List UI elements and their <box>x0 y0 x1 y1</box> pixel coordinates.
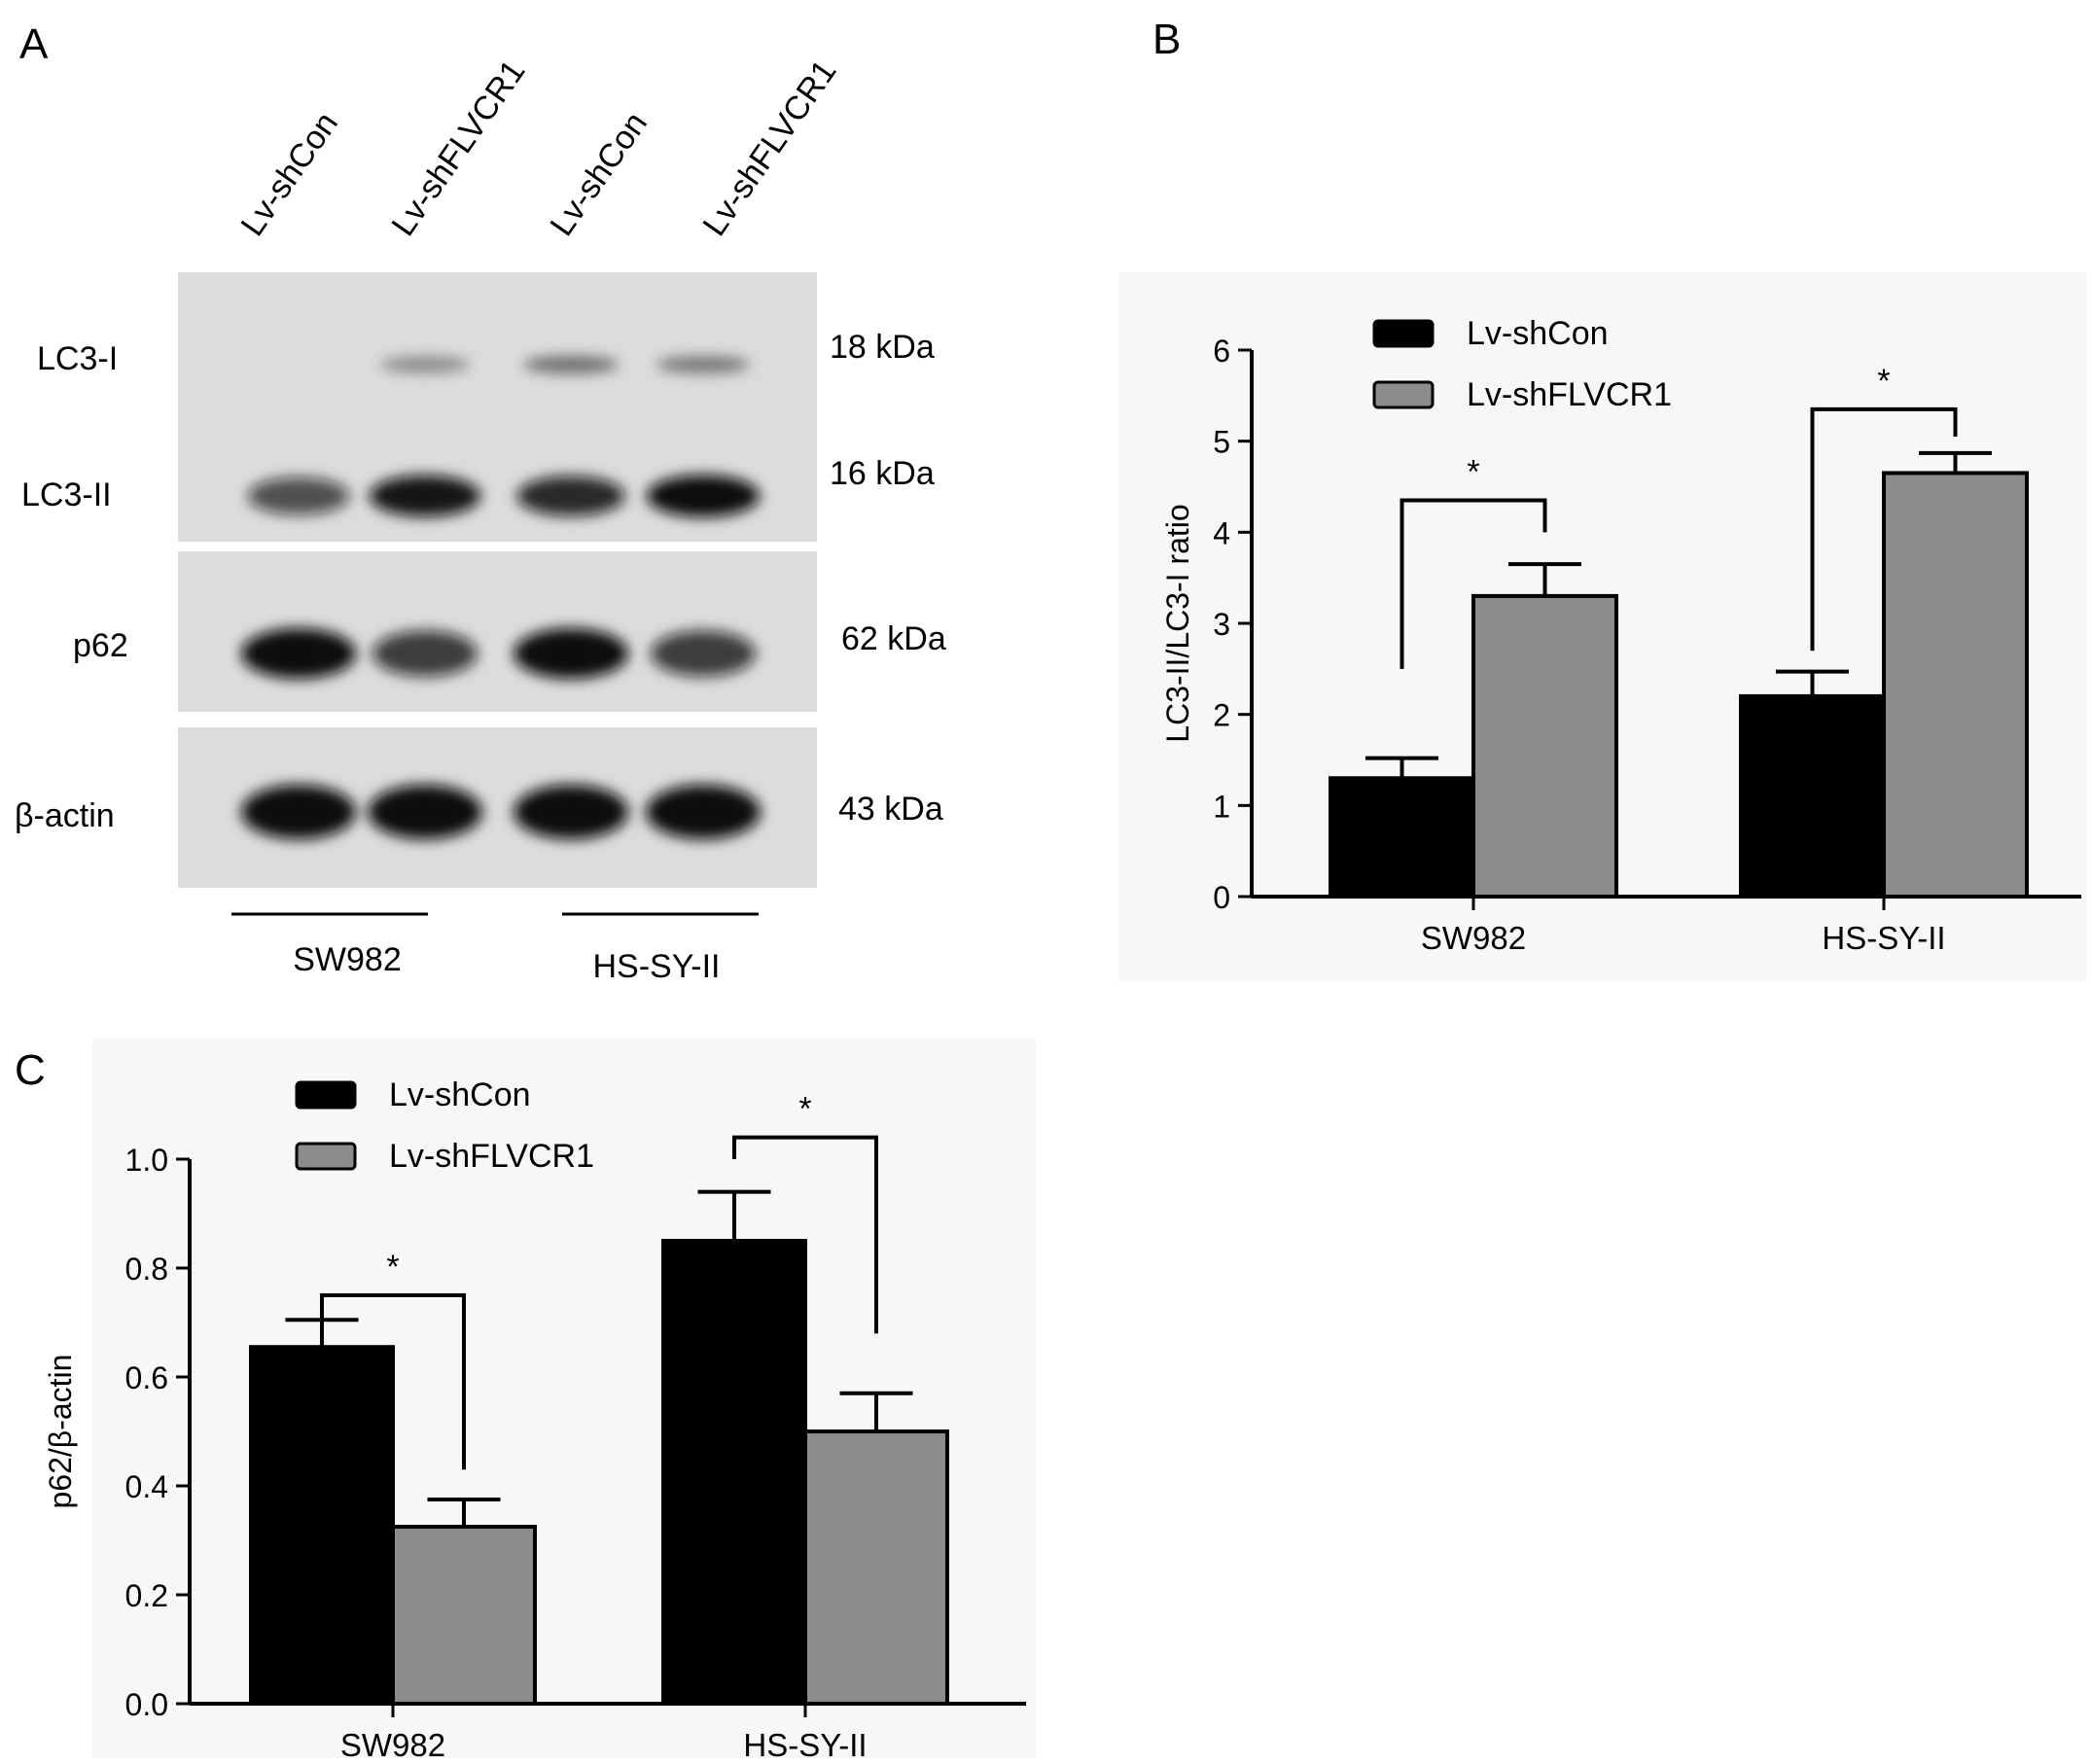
bar-lv-shflvcr1-sw982 <box>1471 593 1618 900</box>
y-tick-label: 4 <box>1213 515 1230 550</box>
blot-bands <box>241 355 761 839</box>
significance-bracket-hs-sy-ii <box>732 1135 878 1334</box>
band-p62-lane-3 <box>514 628 628 679</box>
x-tick-label-hs-sy-ii: HS-SY-II <box>1822 920 1945 956</box>
band-lc3-ii-lane-3 <box>516 476 625 516</box>
legend-label-lv-shflvcr1: Lv-shFLVCR1 <box>389 1138 594 1175</box>
protein-label-p62: p62 <box>73 627 128 664</box>
significance-star-sw982: * <box>1467 454 1479 491</box>
legend-label-lv-shflvcr1: Lv-shFLVCR1 <box>1467 376 1672 413</box>
y-tick-label: 0.2 <box>125 1578 168 1613</box>
band-lc3-i-lane-4 <box>656 356 751 373</box>
legend-swatch-lv-shcon <box>1372 319 1435 348</box>
x-tick-label-sw982: SW982 <box>340 1727 445 1763</box>
band-actin-lane-1 <box>241 785 356 839</box>
bar-lv-shflvcr1-hs-sy-ii <box>803 1429 949 1706</box>
band-p62-lane-4 <box>650 630 757 677</box>
band-actin-lane-2 <box>368 785 482 839</box>
bar-lv-shcon-sw982 <box>1329 776 1475 900</box>
y-tick-label: 2 <box>1213 698 1230 733</box>
size-label-16kda: 16 kDa <box>830 455 935 492</box>
x-tick-label-sw982: SW982 <box>1421 920 1526 956</box>
legend-label-lv-shcon: Lv-shCon <box>1467 315 1609 352</box>
y-tick-label: 1.0 <box>125 1143 168 1178</box>
significance-star-hs-sy-ii: * <box>798 1091 811 1128</box>
size-label-18kda: 18 kDa <box>830 329 935 366</box>
protein-label-lc3-ii: LC3-II <box>21 476 112 513</box>
panel-c: C 0.0 0.2 0.4 0.6 0.8 1.0 p62/β-actin SW982 * HS-… <box>15 1039 1036 1763</box>
panel-c-letter: C <box>15 1046 46 1094</box>
band-actin-lane-4 <box>646 785 761 839</box>
band-lc3-i-lane-3 <box>522 355 620 374</box>
y-tick-label: 3 <box>1213 607 1230 642</box>
lane-label-4: Lv-shFLVCR1 <box>695 53 843 243</box>
legend-swatch-lv-shcon <box>295 1080 357 1110</box>
y-tick-label: 0.0 <box>125 1687 168 1722</box>
lane-label-1: Lv-shCon <box>233 106 345 243</box>
protein-label-lc3-i: LC3-I <box>37 340 118 377</box>
y-axis-label: p62/β-actin <box>43 1355 78 1509</box>
band-p62-lane-1 <box>241 628 356 679</box>
chart-c: 0.0 0.2 0.4 0.6 0.8 1.0 p62/β-actin SW982 * HS-SY… <box>43 1076 1026 1763</box>
size-label-43kda: 43 kDa <box>838 791 943 828</box>
bar-lv-shflvcr1-sw982 <box>391 1525 537 1706</box>
legend-label-lv-shcon: Lv-shCon <box>389 1076 531 1113</box>
band-lc3-i-lane-2 <box>379 356 471 373</box>
y-tick-label: 1 <box>1213 789 1230 824</box>
bar-lv-shcon-hs-sy-ii <box>661 1239 807 1706</box>
bar-lv-shflvcr1-hs-sy-ii <box>1882 471 2029 899</box>
protein-labels: LC3-I LC3-II p62 β-actin <box>15 340 128 834</box>
group-label-hs-sy-ii: HS-SY-II <box>592 948 720 985</box>
x-tick-label-hs-sy-ii: HS-SY-II <box>743 1727 867 1763</box>
significance-bracket-sw982 <box>1400 498 1547 669</box>
panel-b-letter: B <box>1152 16 1181 63</box>
band-lc3-ii-lane-1 <box>247 476 350 515</box>
band-p62-lane-2 <box>372 630 478 677</box>
y-tick-label: 6 <box>1213 334 1230 369</box>
protein-label-beta-actin: β-actin <box>15 797 115 834</box>
y-tick-label: 0.4 <box>125 1469 168 1504</box>
bar-lv-shcon-hs-sy-ii <box>1739 693 1886 900</box>
significance-star-sw982: * <box>386 1249 399 1286</box>
chart-b: 0 1 2 3 4 5 6 LC3-II/LC3-I ratio SW982 * HS-SY-II *… <box>1160 315 2081 956</box>
y-tick-label: 5 <box>1213 425 1230 460</box>
band-lc3-ii-lane-4 <box>646 475 761 517</box>
significance-bracket-hs-sy-ii <box>1810 406 1958 652</box>
legend-swatch-lv-shflvcr1 <box>295 1142 357 1171</box>
y-tick-label: 0 <box>1213 880 1230 915</box>
bar-lv-shcon-sw982 <box>249 1345 395 1706</box>
band-lc3-ii-lane-2 <box>369 475 481 517</box>
size-labels: 18 kDa 16 kDa 62 kDa 43 kDa <box>830 329 946 828</box>
y-tick-label: 0.6 <box>125 1360 168 1395</box>
legend-swatch-lv-shflvcr1 <box>1372 380 1435 409</box>
y-tick-label: 0.8 <box>125 1252 168 1287</box>
panel-b: B 0 1 2 3 4 5 6 LC3-II/LC3-I ratio SW982 * HS-SY-I… <box>1118 16 2086 982</box>
lane-labels: Lv-shCon Lv-shFLVCR1 Lv-shCon Lv-shFLVCR… <box>233 53 843 243</box>
significance-star-hs-sy-ii: * <box>1877 363 1890 400</box>
panel-a: A Lv-shCon Lv-shFLVCR1 Lv-shCon Lv-shFLV… <box>15 20 946 985</box>
y-axis-label: LC3-II/LC3-I ratio <box>1160 504 1195 742</box>
group-label-sw982: SW982 <box>293 941 402 978</box>
panel-a-letter: A <box>19 20 49 68</box>
lane-label-2: Lv-shFLVCR1 <box>384 53 532 243</box>
size-label-62kda: 62 kDa <box>841 620 946 657</box>
band-actin-lane-3 <box>514 785 628 839</box>
lane-label-3: Lv-shCon <box>543 106 655 243</box>
significance-bracket-sw982 <box>320 1293 466 1470</box>
